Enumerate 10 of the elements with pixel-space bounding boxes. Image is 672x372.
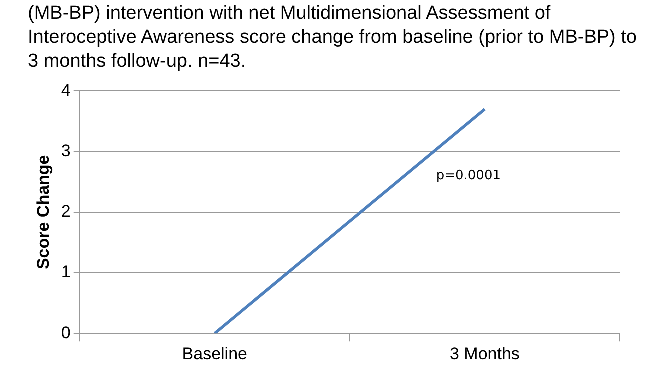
- y-tick-label: 3: [61, 141, 71, 160]
- y-tick-label: 4: [61, 80, 71, 100]
- y-tick-label: 0: [61, 323, 71, 342]
- y-tick-label: 1: [61, 262, 71, 282]
- chart-title: (MB-BP) intervention with net Multidimensional Assessment of Interoceptive Awareness score change from baseline (prior to MB-BP) to 3 months follow-up. n=43.: [27, 2, 638, 74]
- x-tick-label: Baseline: [182, 344, 248, 364]
- y-tick-label: 2: [61, 202, 71, 222]
- y-axis-title: Score Change: [34, 155, 53, 270]
- annotation: p=0.0001: [436, 168, 501, 184]
- x-tick-label: 3 Months: [450, 344, 520, 364]
